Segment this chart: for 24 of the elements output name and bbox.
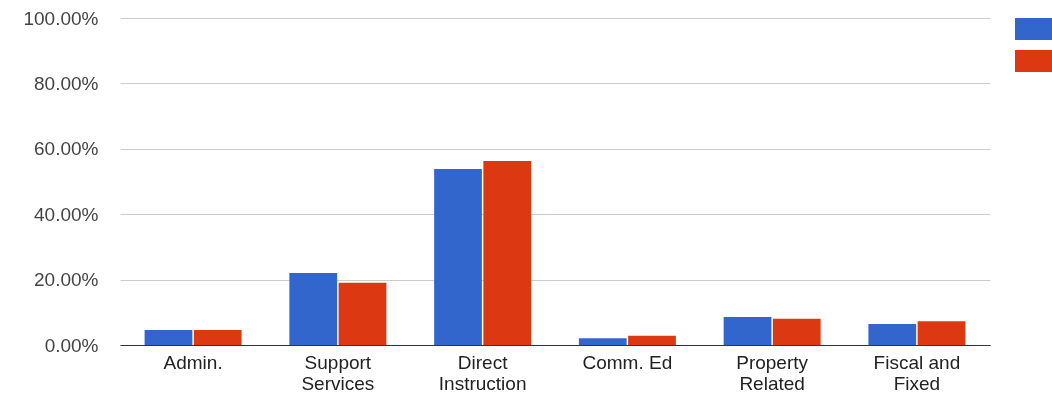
bar [723, 316, 772, 345]
y-tick-label: 100.00% [23, 7, 99, 29]
y-tick-label: 60.00% [34, 138, 99, 160]
x-tick-label: Fiscal and Fixed [873, 351, 961, 394]
y-tick-label: 40.00% [34, 203, 99, 225]
x-tick-label: Admin. [163, 351, 223, 373]
bar [628, 335, 676, 345]
bar [144, 329, 193, 345]
x-tick-label: Direct Instruction [438, 351, 527, 394]
bar [434, 169, 482, 345]
x-tick-label: Support Services [301, 351, 375, 394]
y-tick-label: 20.00% [34, 269, 99, 291]
bar [578, 338, 627, 345]
bar [868, 324, 917, 345]
x-tick-label: Property Related [736, 351, 809, 394]
bar [483, 160, 532, 345]
bar [917, 321, 966, 345]
bar [193, 329, 242, 345]
y-tick-label: 0.00% [44, 334, 99, 356]
bar [338, 282, 387, 345]
y-tick-label: 80.00% [34, 72, 99, 94]
x-tick-label: Comm. Ed [582, 351, 673, 373]
bar [289, 273, 338, 345]
bar [772, 318, 821, 345]
